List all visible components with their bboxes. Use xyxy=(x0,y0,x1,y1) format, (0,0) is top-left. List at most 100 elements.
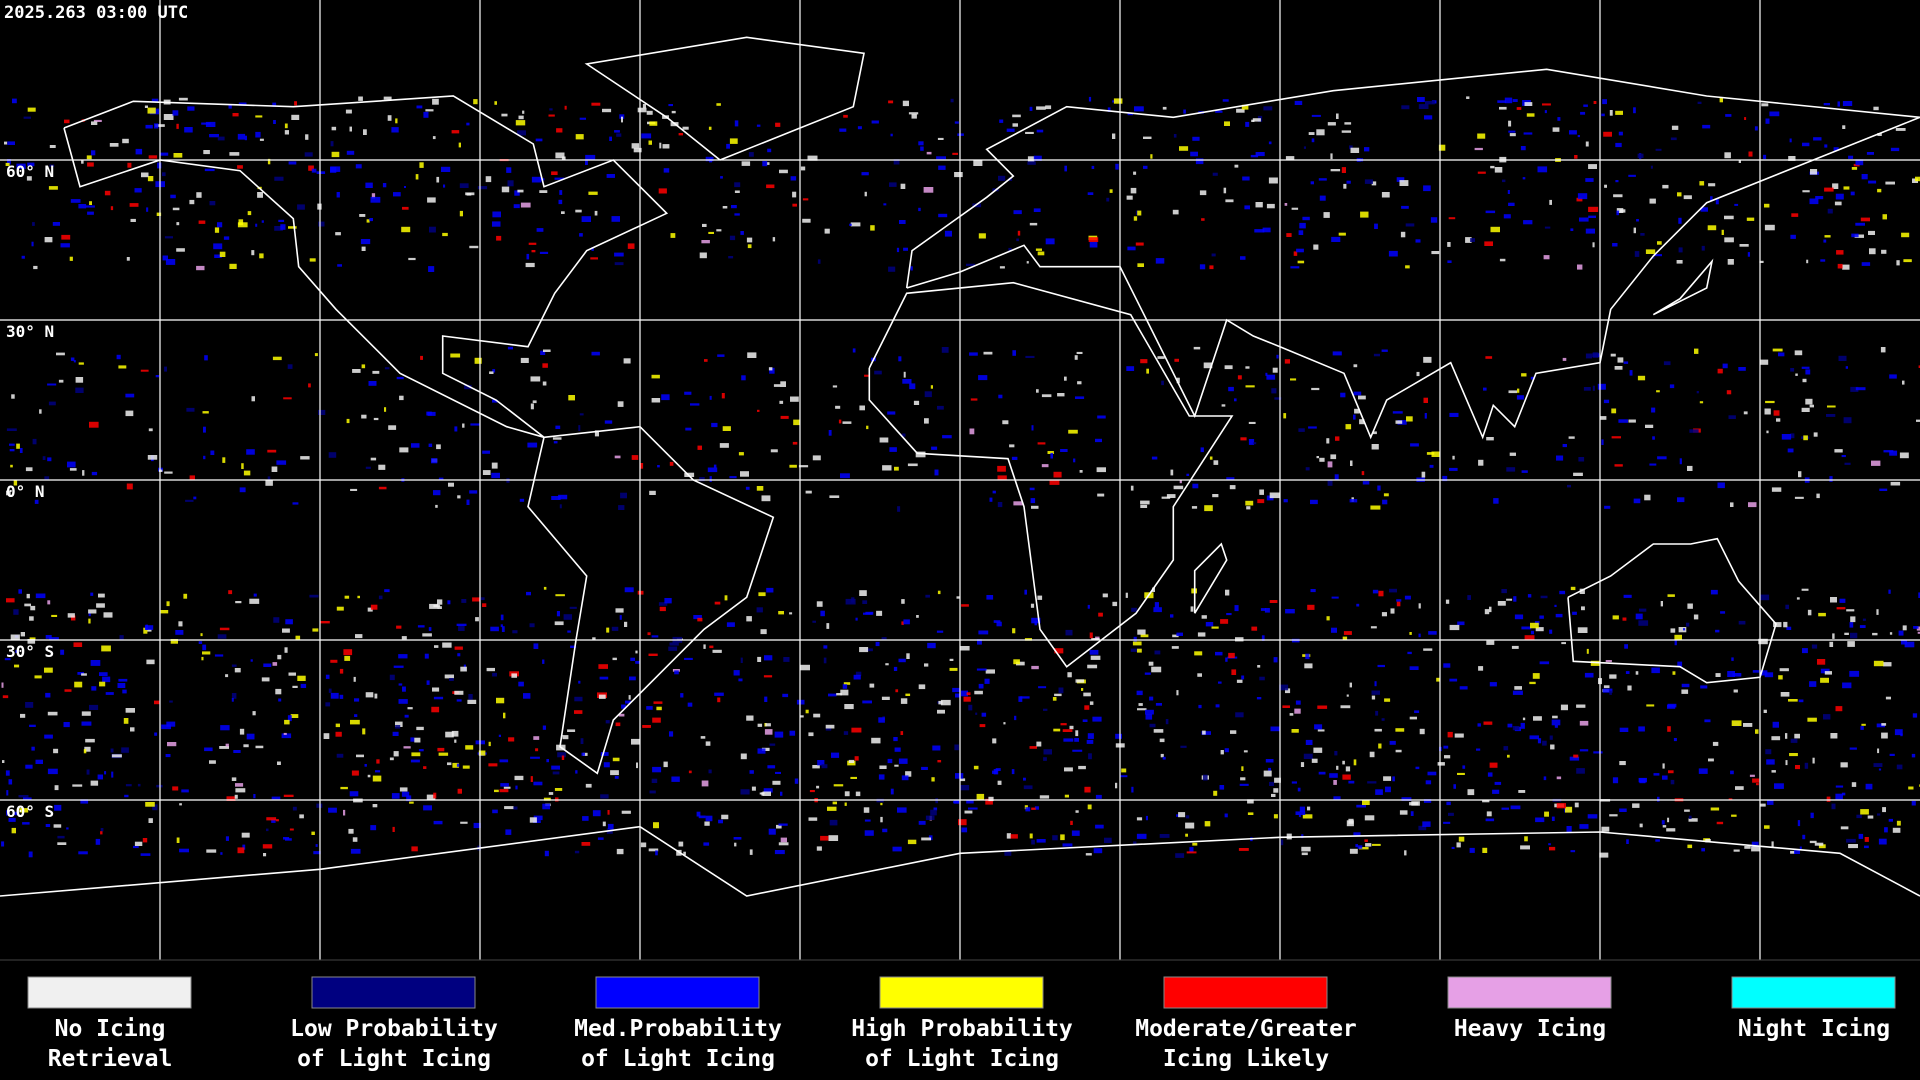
icing-speckle xyxy=(1809,198,1819,205)
icing-speckle xyxy=(278,219,285,222)
icing-speckle xyxy=(918,820,926,825)
icing-speckle xyxy=(1758,638,1768,645)
icing-speckle xyxy=(21,255,25,259)
icing-speckle xyxy=(569,606,577,609)
icing-speckle xyxy=(1801,407,1810,412)
icing-speckle xyxy=(488,763,498,767)
icing-speckle xyxy=(555,594,565,597)
icing-speckle xyxy=(241,463,244,469)
icing-speckle xyxy=(147,176,154,182)
icing-speckle xyxy=(696,811,701,817)
icing-speckle xyxy=(1885,181,1895,185)
icing-speckle xyxy=(1336,765,1339,770)
icing-speckle xyxy=(1137,708,1147,711)
icing-speckle xyxy=(1081,688,1084,691)
icing-speckle xyxy=(16,163,26,169)
icing-speckle xyxy=(620,492,627,499)
icing-speckle xyxy=(690,403,700,406)
icing-speckle xyxy=(840,473,850,479)
icing-speckle xyxy=(355,634,363,639)
icing-speckle xyxy=(961,604,969,607)
icing-speckle xyxy=(808,732,814,737)
icing-speckle xyxy=(328,452,337,458)
icing-speckle xyxy=(503,712,506,719)
icing-speckle xyxy=(1284,359,1290,364)
icing-speckle xyxy=(1537,166,1548,173)
icing-speckle xyxy=(47,768,58,775)
icing-speckle xyxy=(564,105,567,110)
icing-speckle xyxy=(101,645,111,652)
icing-speckle xyxy=(1809,840,1817,844)
icing-speckle xyxy=(1640,233,1645,236)
icing-speckle xyxy=(1653,773,1660,776)
icing-speckle xyxy=(661,394,670,401)
icing-speckle xyxy=(1535,817,1545,823)
icing-speckle xyxy=(1012,628,1016,634)
icing-speckle xyxy=(579,413,584,416)
icing-speckle xyxy=(829,495,840,498)
icing-speckle xyxy=(214,654,224,657)
icing-speckle xyxy=(410,737,415,742)
icing-speckle xyxy=(1016,661,1025,666)
icing-speckle xyxy=(426,411,432,416)
icing-speckle xyxy=(1215,704,1220,708)
icing-speckle xyxy=(1002,420,1009,425)
icing-speckle xyxy=(1702,124,1711,129)
icing-speckle xyxy=(1034,620,1037,626)
icing-speckle xyxy=(1739,244,1749,247)
icing-speckle xyxy=(1781,434,1792,440)
icing-speckle xyxy=(161,724,171,730)
icing-speckle xyxy=(170,639,178,644)
icing-speckle xyxy=(1562,444,1567,448)
icing-speckle xyxy=(179,848,189,853)
icing-speckle xyxy=(664,598,672,604)
icing-speckle xyxy=(1529,735,1539,740)
icing-speckle xyxy=(297,675,306,681)
icing-speckle xyxy=(761,747,770,751)
icing-speckle xyxy=(1303,146,1306,149)
icing-speckle xyxy=(1544,110,1547,114)
icing-speckle xyxy=(433,820,443,825)
icing-speckle xyxy=(1698,768,1708,774)
icing-speckle xyxy=(15,650,19,653)
icing-speckle xyxy=(1350,460,1353,466)
icing-speckle xyxy=(887,411,896,415)
icing-speckle xyxy=(539,251,549,254)
icing-speckle xyxy=(336,753,344,758)
icing-speckle xyxy=(556,611,560,617)
icing-speckle xyxy=(323,733,330,739)
icing-speckle xyxy=(997,502,1003,508)
icing-speckle xyxy=(614,776,619,779)
icing-speckle xyxy=(202,411,209,414)
icing-speckle xyxy=(1523,132,1533,135)
icing-speckle xyxy=(1146,368,1149,374)
icing-speckle xyxy=(506,167,512,173)
lat-label: 60° N xyxy=(6,162,54,181)
icing-speckle xyxy=(1601,113,1605,117)
icing-speckle xyxy=(772,780,781,785)
icing-speckle xyxy=(1204,505,1213,512)
icing-speckle xyxy=(1343,631,1352,635)
icing-speckle xyxy=(1506,598,1513,601)
icing-speckle xyxy=(653,822,659,829)
icing-speckle xyxy=(973,765,979,770)
icing-speckle xyxy=(311,831,315,835)
icing-speckle xyxy=(855,617,858,621)
icing-speckle xyxy=(237,133,246,140)
icing-speckle xyxy=(672,669,680,672)
icing-speckle xyxy=(1549,199,1552,205)
icing-speckle xyxy=(543,349,551,352)
icing-speckle xyxy=(356,754,364,758)
icing-speckle xyxy=(477,186,488,190)
icing-speckle xyxy=(362,728,366,735)
icing-speckle xyxy=(1618,131,1623,136)
icing-speckle xyxy=(203,150,210,155)
icing-speckle xyxy=(597,837,604,840)
icing-speckle xyxy=(86,769,90,775)
icing-speckle xyxy=(1769,111,1780,117)
icing-speckle xyxy=(1,841,5,847)
icing-speckle xyxy=(1791,213,1799,217)
icing-speckle xyxy=(213,243,223,250)
icing-speckle xyxy=(450,353,461,358)
icing-speckle xyxy=(1121,768,1127,773)
